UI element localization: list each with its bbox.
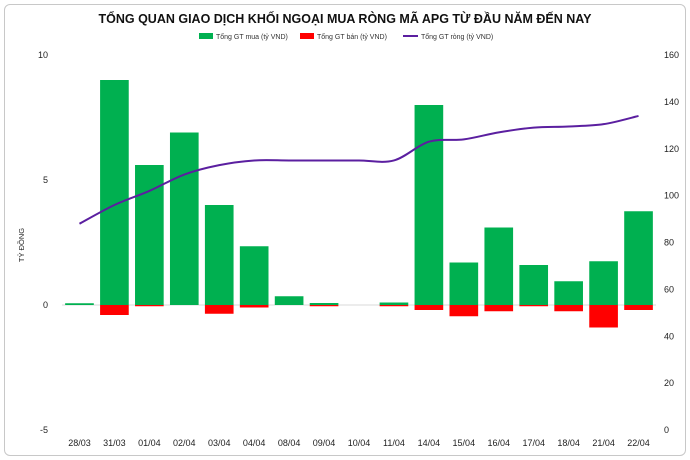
sell-bar (624, 305, 653, 310)
chart-title: TỔNG QUAN GIAO DỊCH KHỐI NGOẠI MUA RÒNG … (98, 11, 592, 26)
buy-bar (484, 227, 514, 305)
x-tick-label: 15/04 (453, 438, 476, 448)
y2-tick-label: 160 (664, 50, 679, 60)
x-tick-label: 11/04 (383, 438, 405, 448)
buy-bar (624, 211, 653, 305)
buy-bar (414, 105, 444, 305)
sell-bar (379, 305, 409, 307)
sell-bar (135, 305, 164, 307)
buy-bar (169, 132, 199, 305)
y-axis-title: TỶ ĐỒNG (16, 228, 26, 262)
x-tick-label: 04/04 (243, 438, 266, 448)
sell-bar (554, 305, 583, 312)
sell-bar (519, 305, 549, 307)
sell-bar (309, 305, 339, 307)
y2-tick-label: 120 (664, 144, 679, 154)
net-line (78, 114, 639, 225)
buy-bar (100, 80, 129, 305)
buy-bar (135, 165, 164, 305)
x-tick-label: 01/04 (138, 438, 161, 448)
x-tick-label: 21/04 (592, 438, 615, 448)
buy-bar (274, 296, 304, 305)
y2-tick-label: 40 (664, 331, 674, 341)
y-tick-label: -5 (40, 425, 48, 435)
buy-bar (519, 265, 549, 305)
x-tick-label: 02/04 (173, 438, 196, 448)
buy-bar (309, 303, 339, 305)
y2-tick-label: 0 (664, 425, 669, 435)
x-tick-label: 08/04 (278, 438, 301, 448)
y2-tick-label: 80 (664, 238, 674, 248)
x-tick-label: 09/04 (313, 438, 336, 448)
sell-bar (484, 305, 514, 312)
sell-bar (204, 305, 234, 314)
y2-tick-label: 100 (664, 191, 679, 201)
buy-bar (65, 303, 94, 305)
y2-tick-label: 20 (664, 378, 674, 388)
x-tick-label: 22/04 (627, 438, 650, 448)
y-tick-label: 10 (38, 50, 48, 60)
legend-label-buy: Tổng GT mua (tỷ VND) (216, 33, 288, 41)
y2-tick-label: 60 (664, 284, 674, 294)
y2-tick-label: 140 (664, 97, 679, 107)
x-tick-label: 28/03 (68, 438, 91, 448)
legend-swatch-buy (199, 33, 213, 39)
buy-bar (449, 262, 479, 305)
sell-bar (449, 305, 479, 317)
x-tick-label: 17/04 (522, 438, 545, 448)
sell-bar (589, 305, 618, 328)
sell-bar (100, 305, 129, 315)
legend: Tổng GT mua (tỷ VND) Tổng GT bán (tỷ VND… (199, 33, 493, 41)
sell-bar (239, 305, 269, 308)
x-tick-label: 14/04 (418, 438, 441, 448)
buy-bar (204, 205, 234, 305)
x-tick-label: 10/04 (348, 438, 371, 448)
y-tick-label: 5 (43, 175, 48, 185)
bars (65, 80, 653, 328)
y-tick-label: 0 (43, 300, 48, 310)
buy-bar (379, 302, 409, 305)
x-tick-label: 18/04 (557, 438, 580, 448)
x-tick-label: 31/03 (103, 438, 126, 448)
x-tick-label: 16/04 (487, 438, 510, 448)
legend-label-net: Tổng GT ròng (tỷ VND) (421, 33, 493, 41)
buy-bar (239, 246, 269, 305)
x-tick-label: 03/04 (208, 438, 231, 448)
net-line-group (78, 114, 639, 225)
legend-label-sell: Tổng GT bán (tỷ VND) (317, 33, 387, 41)
buy-bar (554, 281, 583, 305)
buy-bar (589, 261, 618, 305)
sell-bar (414, 305, 444, 310)
legend-swatch-sell (300, 33, 314, 39)
